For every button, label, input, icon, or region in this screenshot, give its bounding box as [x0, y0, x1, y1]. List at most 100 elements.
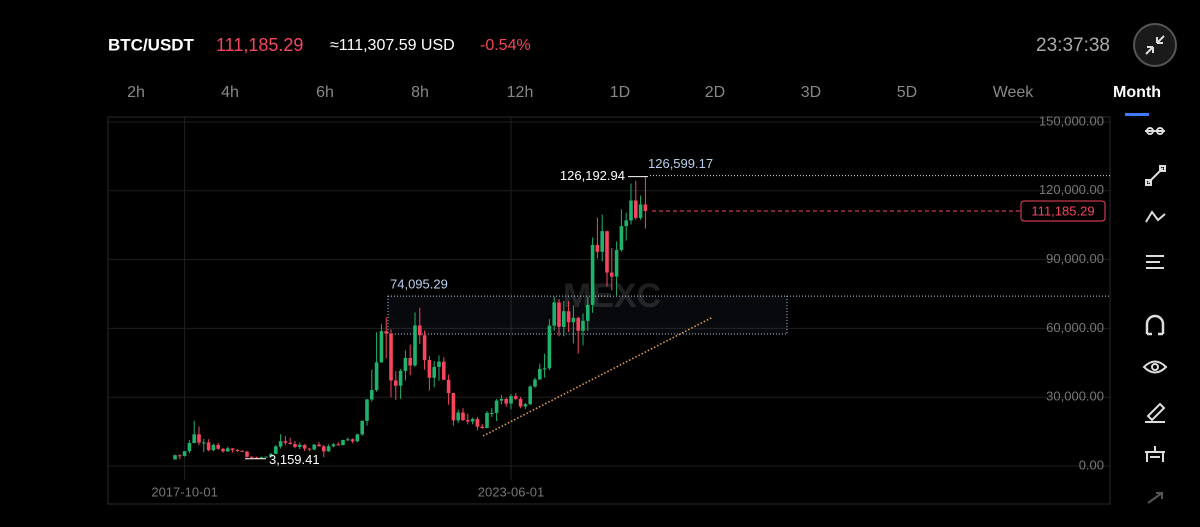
candle-body	[298, 444, 302, 447]
pair[interactable]: BTC/USDT	[108, 35, 195, 54]
candle-body	[384, 331, 388, 334]
timeframe-tab[interactable]: 5D	[897, 84, 917, 101]
candle-body	[586, 304, 590, 321]
timeframe-tab[interactable]: Week	[993, 84, 1035, 101]
candle-body	[427, 360, 432, 378]
candle-body	[562, 311, 566, 327]
tool-fib[interactable]	[1146, 255, 1164, 269]
min-label: 3,159.41	[269, 452, 320, 467]
high-line-label: 126,599.17	[648, 156, 713, 171]
toolbar	[1142, 127, 1168, 504]
candle-body	[538, 368, 542, 380]
candle-body	[250, 456, 254, 458]
timeframe-tab[interactable]: 12h	[507, 84, 534, 101]
timeframe-tab[interactable]: 1D	[610, 84, 630, 101]
candle-body	[576, 317, 580, 331]
candle-body	[370, 390, 374, 400]
candle-body	[610, 272, 614, 277]
candle-body	[418, 325, 422, 336]
candle-body	[187, 443, 192, 452]
candle-body	[355, 434, 360, 442]
timeframe-tab[interactable]: 2h	[127, 84, 145, 101]
candle-body	[533, 379, 537, 387]
timeframe-tab[interactable]: 3D	[801, 84, 821, 101]
tool-wave[interactable]	[1145, 210, 1166, 223]
candle-body	[504, 398, 508, 404]
candle-body	[528, 386, 532, 405]
candle-body	[288, 442, 292, 444]
candle-body	[595, 244, 600, 252]
tool-share[interactable]	[1147, 492, 1163, 504]
candle-body	[379, 331, 384, 363]
button-circle	[1133, 23, 1177, 67]
candle-body	[605, 231, 609, 273]
timeframe-tab[interactable]: 6h	[316, 84, 334, 101]
candle-body	[398, 370, 403, 386]
candle-body	[346, 439, 350, 441]
candle-body	[446, 379, 451, 394]
candle-body	[437, 361, 441, 367]
timeframe-tab[interactable]: 8h	[411, 84, 429, 101]
candle-body	[394, 380, 398, 386]
x-tick-label: 2017-10-01	[151, 484, 218, 499]
chart-frame	[107, 116, 1111, 505]
candle-body	[365, 399, 369, 421]
trend-line	[482, 316, 714, 437]
candle-body	[312, 444, 316, 450]
candle-body	[317, 444, 321, 447]
candle-body	[600, 231, 604, 252]
candle-body	[278, 441, 283, 447]
candle-body	[451, 393, 456, 421]
candle-body	[571, 317, 576, 323]
tool-eye[interactable]	[1142, 360, 1168, 374]
change: -0.54%	[480, 37, 531, 54]
candle-body	[235, 449, 240, 451]
candle-body	[518, 398, 523, 407]
tool-ray[interactable]	[1145, 165, 1166, 186]
candle-body	[480, 426, 484, 429]
candle-body	[389, 333, 393, 381]
last-price-label: 111,185.29	[1031, 203, 1094, 218]
candle-body	[307, 448, 312, 450]
candle-body	[643, 204, 648, 212]
candle-body	[283, 441, 288, 443]
candle-body	[206, 442, 211, 451]
candle-body	[461, 412, 465, 421]
y-tick-label: 60,000.00	[1046, 320, 1104, 335]
candle-body	[499, 398, 504, 401]
candle-body	[173, 455, 177, 460]
candle-body	[259, 457, 264, 459]
timeframe-tab[interactable]: 4h	[221, 84, 239, 101]
candle-body	[619, 226, 624, 250]
candle-body	[182, 451, 187, 457]
candle-body	[490, 412, 494, 414]
candle-body	[202, 442, 206, 444]
candle-body	[590, 244, 595, 305]
candle-body	[245, 451, 249, 457]
timeframe-tab[interactable]: Month	[1113, 84, 1161, 101]
max-label: 126,192.94	[560, 168, 625, 183]
candle-body	[547, 325, 552, 369]
tool-magnet[interactable]	[1145, 314, 1165, 336]
candle-body	[629, 200, 633, 221]
timeframe-tab[interactable]: 2D	[705, 84, 725, 101]
last-price-box	[1020, 200, 1106, 222]
collapse-icon	[1145, 35, 1165, 55]
usd-price: ≈111,307.59 USD	[330, 37, 455, 54]
candle-body	[211, 444, 216, 451]
candle-body	[413, 325, 417, 366]
tool-delete[interactable]	[1145, 446, 1165, 462]
collapse-button[interactable]	[1133, 23, 1177, 67]
candle-body	[614, 249, 619, 277]
candle-body	[581, 320, 585, 331]
candle-body	[216, 444, 220, 449]
candle-body	[322, 446, 326, 452]
y-tick-label: 90,000.00	[1046, 251, 1104, 266]
candle-body	[456, 412, 460, 421]
candle-body	[197, 434, 201, 443]
tool-line[interactable]	[1145, 127, 1165, 135]
candle-body	[274, 446, 278, 454]
candle-body	[422, 335, 427, 361]
tool-pen[interactable]	[1145, 402, 1166, 423]
